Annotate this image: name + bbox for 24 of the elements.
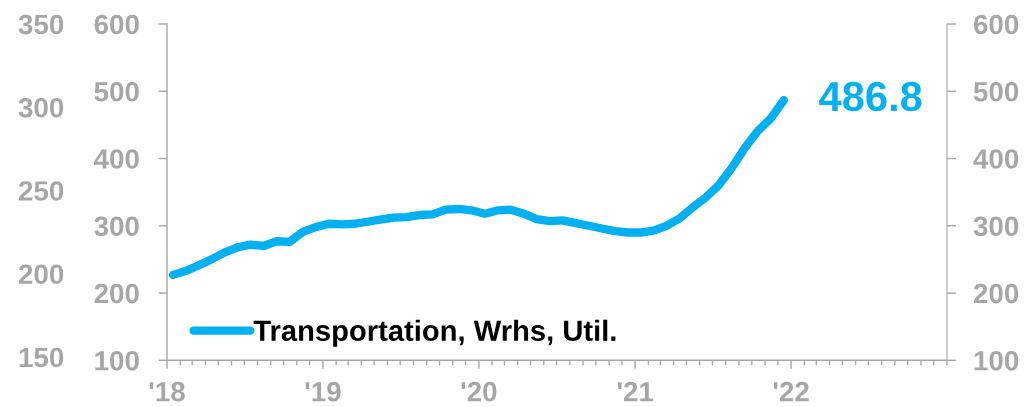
x-tick-label: '19 (305, 381, 341, 402)
y-tick-label: 600 (94, 14, 139, 35)
y-tick-label: 400 (94, 149, 139, 169)
y2-tick-label: 400 (973, 149, 1019, 169)
y3-tick-label: 250 (18, 181, 64, 201)
x-tick-label: '21 (617, 381, 654, 402)
y-tick-label: 300 (94, 216, 139, 237)
y2-tick-label: 600 (973, 14, 1019, 35)
y2-tick-label: 500 (973, 81, 1019, 102)
x-tick-label: '20 (461, 381, 497, 402)
y2-tick-label: 300 (973, 216, 1019, 237)
y3-tick-label: 150 (19, 347, 64, 368)
data-label: 486.8 (819, 81, 922, 112)
y3-tick-label: 200 (18, 264, 64, 285)
x-tick-label: '18 (149, 381, 185, 402)
y3-tick-label: 300 (18, 97, 64, 118)
y3-tick-label: 350 (18, 14, 64, 35)
x-tick-label: '22 (773, 381, 809, 402)
y-tick-label: 100 (95, 350, 139, 371)
y2-tick-label: 100 (974, 350, 1019, 371)
y-tick-label: 200 (94, 283, 139, 304)
y2-tick-label: 200 (973, 283, 1019, 304)
legend-label: Transportation, Wrhs, Util. (253, 319, 616, 347)
y-tick-label: 500 (94, 81, 139, 102)
